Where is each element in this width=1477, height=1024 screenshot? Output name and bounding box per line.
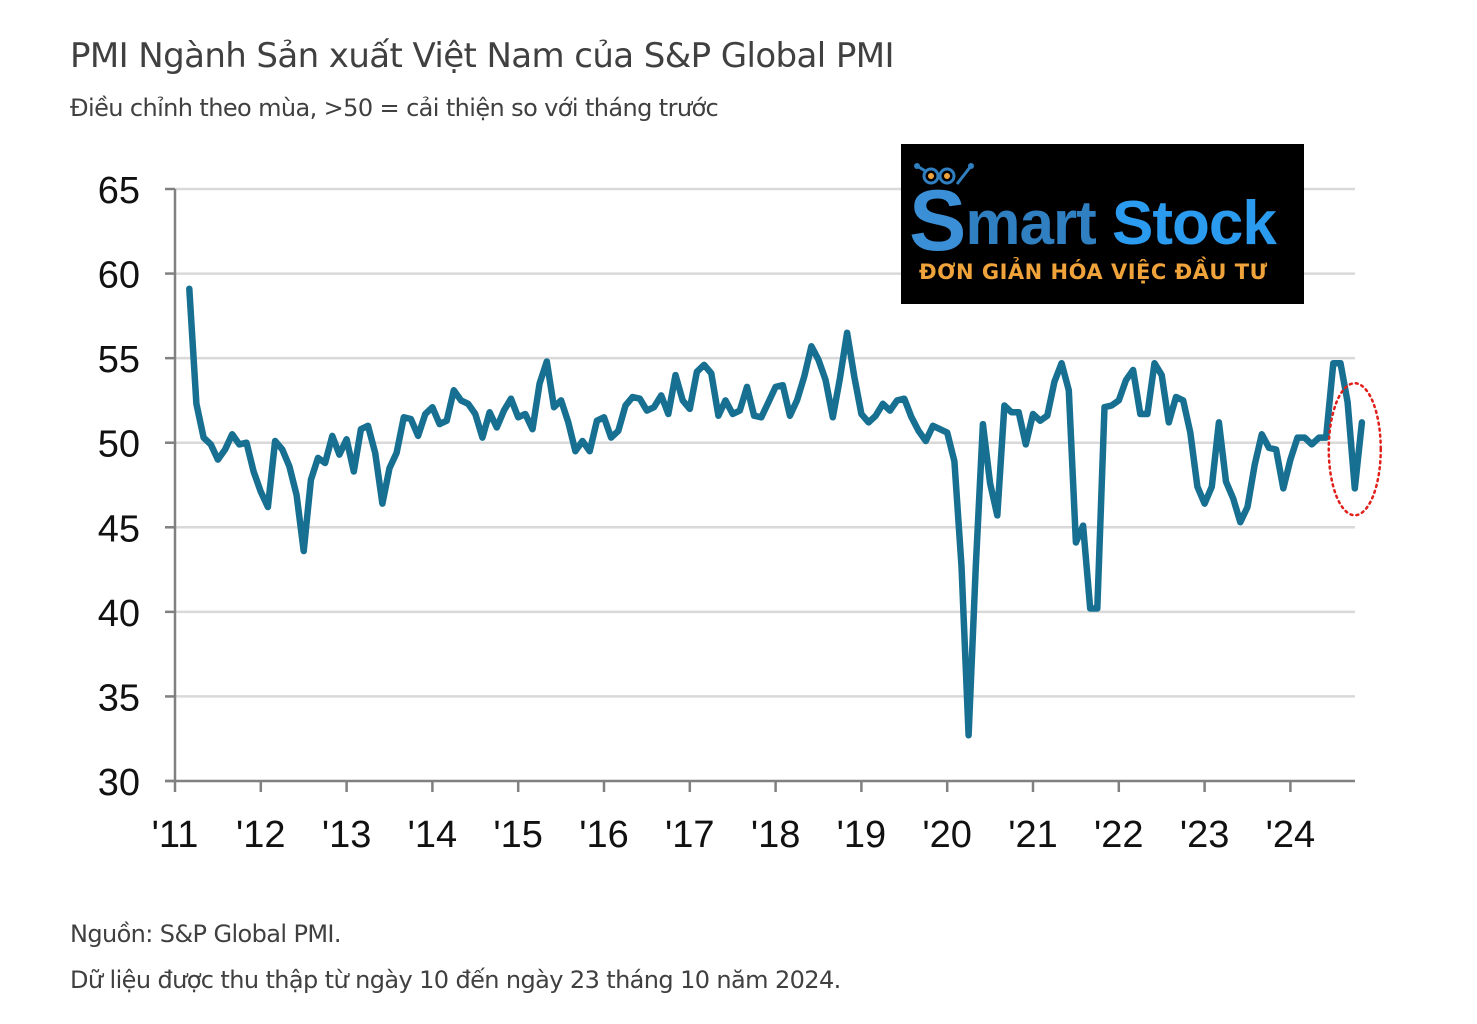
brand-second: Stock bbox=[1112, 189, 1277, 258]
y-tick-label: 50 bbox=[98, 424, 140, 466]
x-tick-label: '24 bbox=[1266, 814, 1316, 856]
x-tick-label: '18 bbox=[751, 814, 801, 856]
x-axis: '11 '12 '13 '14 '15 '16 '17 '18 '19 '20 '21 '22 '23 '… bbox=[152, 779, 1355, 856]
source-note: Nguồn: S&P Global PMI. bbox=[70, 920, 342, 948]
y-tick-label: 45 bbox=[98, 508, 140, 550]
x-tick-label: '13 bbox=[322, 814, 372, 856]
series-line-0 bbox=[186, 285, 1366, 739]
y-tick-label: 60 bbox=[98, 255, 140, 297]
y-tick-label: 65 bbox=[98, 170, 140, 212]
y-tick-label: 55 bbox=[98, 339, 140, 381]
x-tick-label: '23 bbox=[1180, 814, 1230, 856]
brand-rest: mart bbox=[965, 189, 1096, 258]
y-tick-label: 40 bbox=[98, 593, 140, 635]
y-tick-label: 30 bbox=[98, 762, 140, 804]
brand-name: Smart Stock bbox=[909, 172, 1277, 264]
x-tick-label: '11 bbox=[152, 814, 199, 856]
y-tick-label: 35 bbox=[98, 677, 140, 719]
brand-first-letter: S bbox=[909, 173, 966, 269]
x-tick-label: '22 bbox=[1094, 814, 1144, 856]
smartstock-watermark: Smart Stock ĐƠN GIẢN HÓA VIỆC ĐẦU TƯ bbox=[901, 144, 1304, 304]
gears-icon bbox=[914, 163, 974, 185]
brand-tagline: ĐƠN GIẢN HÓA VIỆC ĐẦU TƯ bbox=[919, 260, 1268, 284]
x-tick-label: '21 bbox=[1008, 814, 1058, 856]
chart-title: PMI Ngành Sản xuất Việt Nam của S&P Glob… bbox=[70, 36, 894, 76]
x-tick-label: '15 bbox=[493, 814, 543, 856]
x-tick-label: '20 bbox=[922, 814, 972, 856]
x-tick-label: '17 bbox=[665, 814, 715, 856]
x-tick-label: '14 bbox=[408, 814, 458, 856]
y-axis: 30 35 40 45 50 55 60 65 bbox=[98, 170, 177, 804]
series-layer bbox=[186, 285, 1366, 739]
highlight-layer bbox=[1327, 382, 1382, 517]
chart-subtitle: Điều chỉnh theo mùa, >50 = cải thiện so … bbox=[70, 94, 719, 122]
x-tick-label: '19 bbox=[837, 814, 887, 856]
data-collection-note: Dữ liệu được thu thập từ ngày 10 đến ngà… bbox=[70, 966, 841, 994]
x-tick-label: '16 bbox=[579, 814, 629, 856]
x-tick-label: '12 bbox=[236, 814, 286, 856]
highlight-ellipse bbox=[1327, 382, 1382, 517]
